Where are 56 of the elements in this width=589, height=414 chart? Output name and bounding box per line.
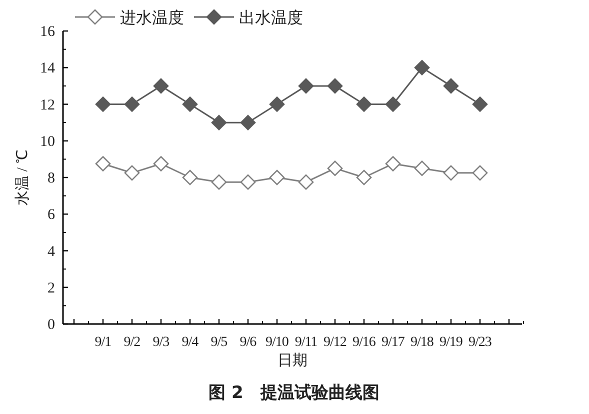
legend-label: 进水温度 [120, 9, 184, 27]
point [95, 96, 111, 112]
y-tick-label: 4 [48, 244, 56, 260]
point [269, 96, 285, 112]
point [240, 174, 256, 190]
point [356, 170, 372, 186]
x-tick-label: 9/18 [410, 335, 434, 350]
x-tick-label: 9/3 [152, 335, 170, 350]
x-tick-label: 9/19 [440, 335, 463, 350]
y-tick-label: 0 [48, 317, 55, 333]
point [124, 96, 140, 112]
point [182, 170, 198, 186]
y-tick-label: 6 [48, 207, 56, 224]
x-axis-title: 日期 [278, 352, 308, 369]
point [153, 156, 169, 172]
x-tick-label: 9/23 [468, 335, 492, 350]
x-tick-label: 9/1 [94, 335, 112, 350]
y-tick-label: 2 [48, 280, 55, 296]
x-tick-label: 9/2 [124, 335, 141, 350]
point [385, 96, 401, 112]
point [472, 165, 488, 181]
point [269, 170, 285, 186]
x-tick-label: 9/12 [324, 335, 347, 350]
y-tick-label: 14 [40, 60, 56, 77]
point [414, 160, 430, 176]
x-tick-label: 9/16 [352, 335, 376, 350]
point [298, 78, 314, 94]
point [153, 78, 169, 94]
point [414, 60, 430, 76]
y-axis-title: 水温 / ℃ [14, 150, 31, 206]
point [472, 96, 488, 112]
x-tick-label: 9/10 [266, 335, 289, 350]
point [356, 96, 372, 112]
x-tick-label: 9/4 [182, 335, 199, 350]
point [240, 114, 256, 130]
point [327, 78, 343, 94]
text: 图 2 提温试验曲线图 [208, 383, 380, 403]
point [443, 165, 459, 181]
point [211, 114, 227, 130]
y-tick-label: 10 [40, 134, 55, 150]
legend-label: 出水温度 [239, 9, 303, 27]
point [182, 96, 198, 112]
point [211, 174, 227, 190]
point [327, 160, 343, 176]
point [124, 165, 140, 181]
point [385, 156, 401, 172]
point [298, 174, 314, 190]
y-tick-label: 12 [40, 97, 55, 114]
point [95, 156, 111, 172]
x-tick-label: 9/5 [210, 335, 228, 350]
point [443, 78, 459, 94]
x-tick-label: 9/11 [294, 335, 318, 350]
x-tick-label: 9/17 [382, 335, 405, 350]
x-tick-label: 9/6 [240, 335, 257, 350]
y-tick-label: 8 [48, 170, 55, 186]
y-tick-label: 16 [40, 24, 56, 40]
